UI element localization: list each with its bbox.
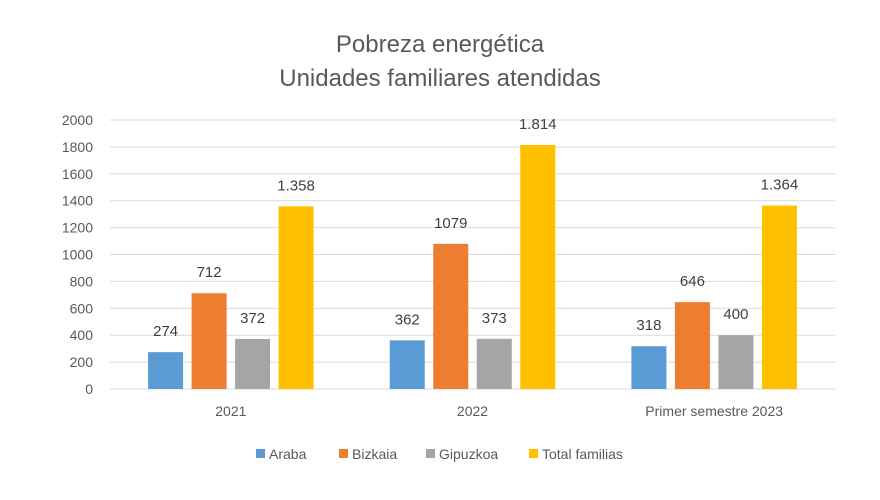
y-tick-label: 400: [70, 327, 94, 343]
data-label: 372: [240, 310, 265, 327]
x-tick-label: Primer semestre 2023: [645, 403, 783, 419]
data-label: 1.358: [277, 177, 315, 194]
legend-swatch: [426, 449, 435, 458]
legend-item: Total familias: [529, 446, 623, 462]
bar-total-familias: [761, 205, 797, 389]
bar-total-familias: [278, 206, 314, 389]
data-label: 400: [723, 306, 748, 323]
legend-item: Gipuzkoa: [426, 446, 498, 462]
legend-label: Bizkaia: [352, 446, 397, 462]
bar-bizkaia: [191, 293, 227, 389]
legend-swatch: [339, 449, 348, 458]
data-label: 318: [636, 317, 661, 334]
data-label: 373: [482, 310, 507, 327]
bar-gipuzkoa: [476, 338, 512, 389]
legend-item: Bizkaia: [339, 446, 397, 462]
data-label: 274: [153, 323, 178, 340]
legend-swatch: [256, 449, 265, 458]
legend-label: Gipuzkoa: [439, 446, 498, 462]
legend-label: Total familias: [542, 446, 623, 462]
bar-araba: [389, 340, 425, 389]
y-tick-label: 1800: [62, 139, 93, 155]
data-label: 1079: [434, 215, 467, 232]
y-tick-label: 600: [70, 300, 94, 316]
x-tick-label: 2021: [215, 403, 246, 419]
data-label: 646: [680, 273, 705, 290]
legend-item: Araba: [256, 446, 307, 462]
bar-araba: [631, 346, 667, 389]
data-label: 712: [197, 264, 222, 281]
bar-gipuzkoa: [235, 338, 271, 389]
y-tick-label: 1600: [62, 166, 93, 182]
x-tick-label: 2022: [457, 403, 488, 419]
y-tick-label: 2000: [62, 112, 93, 128]
legend-label: Araba: [269, 446, 307, 462]
data-label: 1.364: [761, 177, 799, 194]
bar-araba: [148, 352, 184, 389]
data-label: 1.814: [519, 116, 557, 133]
y-tick-label: 0: [85, 381, 93, 397]
bar-total-familias: [520, 145, 556, 389]
y-tick-label: 1200: [62, 220, 93, 236]
y-tick-label: 1000: [62, 247, 93, 263]
legend-swatch: [529, 449, 538, 458]
data-label: 362: [395, 311, 420, 328]
bar-gipuzkoa: [718, 335, 754, 389]
y-tick-label: 200: [70, 354, 94, 370]
y-tick-label: 800: [70, 273, 94, 289]
chart-subtitle: Unidades familiares atendidas: [279, 65, 601, 92]
y-tick-label: 1400: [62, 193, 93, 209]
chart-title: Pobreza energética: [336, 31, 545, 58]
bar-bizkaia: [674, 302, 710, 389]
bar-bizkaia: [433, 243, 469, 389]
